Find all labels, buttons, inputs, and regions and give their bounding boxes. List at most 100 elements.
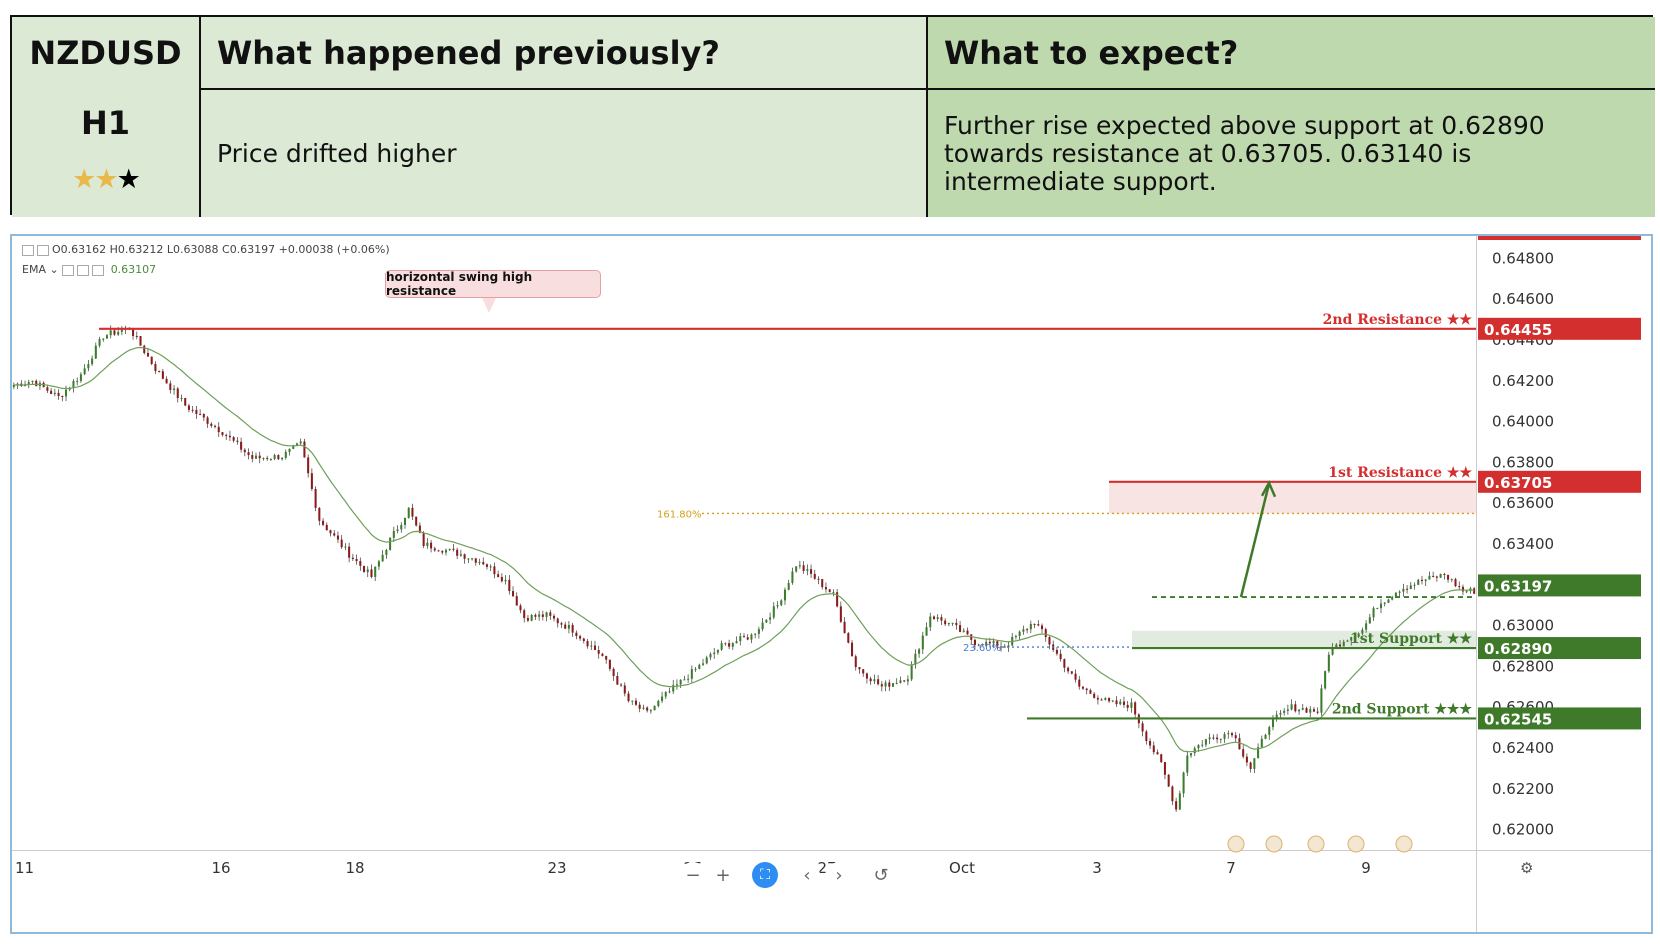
candle-body: [586, 641, 589, 647]
settings-icon[interactable]: [77, 264, 90, 276]
price-tag[interactable]: [1478, 637, 1641, 660]
ema-value: 0.63107: [110, 263, 157, 276]
candle-body: [1279, 712, 1282, 715]
candle-body: [187, 405, 190, 410]
candle-body: [1454, 579, 1457, 587]
candle-body: [105, 335, 109, 339]
candle-body: [1081, 686, 1085, 689]
candle-body: [1320, 688, 1323, 713]
candle-body: [1271, 718, 1275, 728]
scroll-right-button[interactable]: ›: [826, 862, 852, 888]
candle-body: [91, 358, 94, 365]
resistance-zone: [1109, 481, 1476, 514]
chart-canvas[interactable]: 0.648000.646000.644000.642000.640000.638…: [12, 236, 1651, 932]
zoom-in-button[interactable]: +: [710, 862, 736, 888]
candle-body: [716, 649, 719, 653]
candle-body: [1193, 748, 1196, 754]
candle-body: [925, 627, 928, 636]
price-tag[interactable]: [1478, 317, 1641, 340]
candle-body: [61, 396, 64, 398]
candle-body: [1204, 739, 1207, 745]
economic-event-icon[interactable]: [1395, 835, 1413, 853]
zoom-out-button[interactable]: −: [680, 862, 706, 888]
scroll-left-button[interactable]: ‹: [794, 862, 820, 888]
candle-body: [757, 629, 760, 634]
candle-body: [1108, 698, 1111, 702]
candle-body: [444, 549, 448, 553]
candle-body: [83, 368, 86, 375]
eye-icon[interactable]: [62, 264, 75, 276]
candle-body: [683, 679, 686, 681]
candle-body: [988, 641, 991, 644]
candle-body: [1387, 599, 1390, 603]
reset-chart-button[interactable]: ↺: [868, 862, 894, 888]
candle-body: [351, 557, 354, 559]
candle-body: [1130, 702, 1133, 708]
candle-body: [173, 388, 176, 390]
resistance-callout[interactable]: horizontal swing high resistance: [385, 270, 601, 313]
candle-body: [374, 566, 377, 577]
candle-body: [262, 458, 265, 460]
close-icon[interactable]: [92, 264, 105, 276]
candle-body: [340, 539, 343, 548]
candle-body: [27, 382, 30, 385]
candle-body: [1115, 700, 1118, 705]
candle-body: [266, 458, 269, 460]
x-tick-label: 3: [1092, 859, 1102, 877]
collapse-icon[interactable]: [22, 244, 34, 256]
economic-event-icon[interactable]: [1265, 835, 1283, 853]
candle-body: [798, 565, 801, 567]
economic-event-icon[interactable]: [1347, 835, 1365, 853]
support-zone: [1132, 630, 1476, 649]
candle-body: [254, 455, 258, 459]
candle-body: [1402, 588, 1405, 592]
y-tick-label: 0.64600: [1492, 290, 1554, 308]
candle-body: [1458, 586, 1461, 588]
ema-line: [13, 346, 1475, 753]
candle-body: [787, 582, 790, 590]
level-name: 2nd Support ★★★: [1332, 701, 1473, 717]
candle-body: [903, 680, 906, 682]
candle-body: [1394, 592, 1397, 597]
candle-body: [456, 549, 459, 556]
candle-body: [549, 612, 552, 616]
candle-body: [754, 633, 757, 635]
candle-body: [478, 562, 481, 564]
price-tag[interactable]: [1478, 707, 1641, 730]
candle-body: [1312, 709, 1315, 712]
economic-event-icon[interactable]: [1227, 835, 1245, 853]
economic-event-icon[interactable]: [1307, 835, 1325, 853]
candle-body: [698, 664, 701, 669]
candle-body: [497, 574, 500, 578]
candle-body: [668, 691, 671, 693]
candle-body: [1227, 733, 1230, 735]
flag-icon[interactable]: [37, 244, 49, 256]
price-chart[interactable]: 0.64800 0.64600 0.64400 0.64200 0.64000 0.638…: [10, 234, 1653, 934]
price-tag[interactable]: [1478, 470, 1641, 493]
candle-body: [1212, 737, 1215, 739]
candle-body: [742, 636, 746, 638]
chevron-down-icon[interactable]: ⌄: [49, 263, 59, 276]
candle-body: [1473, 588, 1476, 594]
fullscreen-icon[interactable]: ⛶: [752, 862, 778, 888]
price-tag-label: 0.63705: [1484, 474, 1552, 492]
candle-body: [981, 644, 984, 646]
ema-label[interactable]: EMA: [22, 263, 46, 276]
star-filled-icon: ★: [72, 164, 96, 195]
candle-body: [240, 441, 243, 450]
candle-body: [120, 329, 123, 332]
candle-body: [195, 409, 198, 414]
candle-body: [1044, 629, 1047, 638]
candle-body: [728, 643, 731, 647]
candle-body: [895, 682, 898, 684]
price-tag[interactable]: [1478, 574, 1641, 597]
candle-body: [363, 565, 366, 573]
candle-body: [947, 623, 950, 625]
candle-body: [180, 397, 183, 399]
candle-body: [769, 617, 772, 620]
candle-body: [158, 371, 161, 373]
candle-body: [761, 622, 764, 630]
candle-body: [1037, 624, 1040, 626]
candle-body: [1324, 671, 1327, 689]
candle-body: [642, 707, 645, 709]
